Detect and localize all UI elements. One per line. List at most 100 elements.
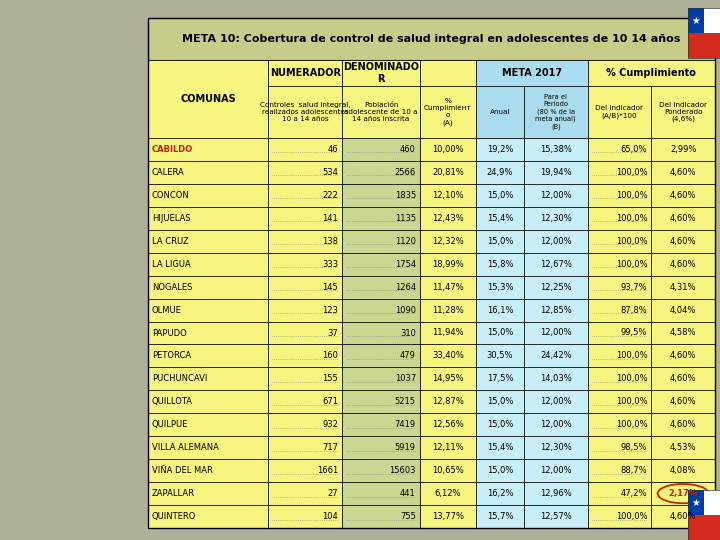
Bar	[269, 161, 342, 184]
Text: 16,2%: 16,2%	[487, 489, 513, 498]
Bar	[148, 253, 269, 275]
Bar	[420, 436, 476, 459]
Text: QUILPUE: QUILPUE	[152, 420, 189, 429]
Text: 15,0%: 15,0%	[487, 420, 513, 429]
Text: 155: 155	[323, 374, 338, 383]
Text: 4,60%: 4,60%	[670, 214, 696, 223]
Bar	[148, 184, 269, 207]
Bar	[342, 207, 420, 229]
Bar	[148, 345, 269, 367]
Text: 46: 46	[328, 145, 338, 154]
Bar	[476, 299, 524, 321]
Text: LA CRUZ: LA CRUZ	[152, 237, 189, 246]
Bar	[342, 505, 420, 528]
Text: 932: 932	[323, 420, 338, 429]
Bar	[524, 390, 588, 413]
Text: 37: 37	[328, 328, 338, 338]
Bar	[342, 230, 420, 253]
Bar	[476, 253, 524, 275]
Text: Población
adolescente de 10 a
14 años inscrita: Población adolescente de 10 a 14 años in…	[344, 102, 418, 122]
Text: 1037: 1037	[395, 374, 416, 383]
Text: 15,7%: 15,7%	[487, 512, 513, 521]
Text: 100,0%: 100,0%	[616, 397, 647, 406]
Text: %
Cumplimiент
o
(A): % Cumplimiент o (A)	[424, 98, 472, 126]
Bar	[688, 8, 720, 58]
Bar	[148, 482, 269, 505]
Text: 100,0%: 100,0%	[616, 214, 647, 223]
Text: 460: 460	[400, 145, 416, 154]
Text: Del Indicador
Ponderado
(4,6%): Del Indicador Ponderado (4,6%)	[659, 102, 707, 122]
Text: 4,08%: 4,08%	[670, 466, 696, 475]
Text: 4,60%: 4,60%	[670, 512, 696, 521]
Text: PUCHUNCAVI: PUCHUNCAVI	[152, 374, 207, 383]
Text: CALERA: CALERA	[152, 168, 185, 177]
Bar	[652, 505, 715, 528]
Bar	[269, 60, 342, 86]
Text: 33,40%: 33,40%	[432, 352, 464, 360]
Bar	[420, 299, 476, 321]
Bar	[524, 253, 588, 275]
Bar	[420, 505, 476, 528]
Bar	[652, 390, 715, 413]
Bar	[476, 459, 524, 482]
Text: NOGALES: NOGALES	[152, 282, 192, 292]
Text: 12,43%: 12,43%	[432, 214, 464, 223]
Bar	[652, 230, 715, 253]
Text: % Cumplimiento: % Cumplimiento	[606, 68, 696, 78]
Text: 88,7%: 88,7%	[621, 466, 647, 475]
Bar	[342, 161, 420, 184]
Bar	[420, 321, 476, 345]
Bar	[688, 515, 720, 540]
Text: Anual: Anual	[490, 109, 510, 115]
Text: DENOMINADO
R: DENOMINADO R	[343, 62, 419, 84]
Bar	[524, 345, 588, 367]
Bar	[342, 367, 420, 390]
Text: 20,81%: 20,81%	[432, 168, 464, 177]
Text: 100,0%: 100,0%	[616, 420, 647, 429]
Text: 4,31%: 4,31%	[670, 282, 696, 292]
Text: 12,00%: 12,00%	[540, 237, 572, 246]
Bar	[420, 60, 476, 86]
Bar	[652, 345, 715, 367]
Bar	[688, 490, 720, 540]
Text: CONCON: CONCON	[152, 191, 190, 200]
Text: 104: 104	[323, 512, 338, 521]
Text: 10,65%: 10,65%	[432, 466, 464, 475]
Bar	[476, 413, 524, 436]
Bar	[342, 482, 420, 505]
Bar	[342, 60, 420, 86]
Text: ★: ★	[692, 16, 701, 25]
Bar	[688, 490, 704, 515]
Text: 100,0%: 100,0%	[616, 237, 647, 246]
Text: 12,67%: 12,67%	[540, 260, 572, 269]
Text: 4,60%: 4,60%	[670, 237, 696, 246]
Text: META 2017: META 2017	[502, 68, 562, 78]
Text: 1135: 1135	[395, 214, 416, 223]
Text: 671: 671	[322, 397, 338, 406]
Text: 4,60%: 4,60%	[670, 168, 696, 177]
Bar	[342, 436, 420, 459]
Bar	[269, 230, 342, 253]
Bar	[269, 86, 342, 138]
Bar	[148, 275, 269, 299]
Bar	[652, 299, 715, 321]
Bar	[342, 299, 420, 321]
Bar	[688, 33, 720, 58]
Bar	[420, 207, 476, 229]
Bar	[269, 345, 342, 367]
Bar	[524, 413, 588, 436]
Bar	[269, 436, 342, 459]
Bar	[524, 207, 588, 229]
Text: 11,94%: 11,94%	[432, 328, 464, 338]
Text: QUILLOTA: QUILLOTA	[152, 397, 193, 406]
Text: 12,85%: 12,85%	[540, 306, 572, 315]
Text: 100,0%: 100,0%	[616, 191, 647, 200]
Text: 15,3%: 15,3%	[487, 282, 513, 292]
Bar	[588, 138, 652, 161]
Text: 12,00%: 12,00%	[540, 466, 572, 475]
Bar	[476, 184, 524, 207]
Text: 534: 534	[323, 168, 338, 177]
Text: 4,58%: 4,58%	[670, 328, 696, 338]
Text: 27: 27	[328, 489, 338, 498]
Bar	[588, 60, 715, 86]
